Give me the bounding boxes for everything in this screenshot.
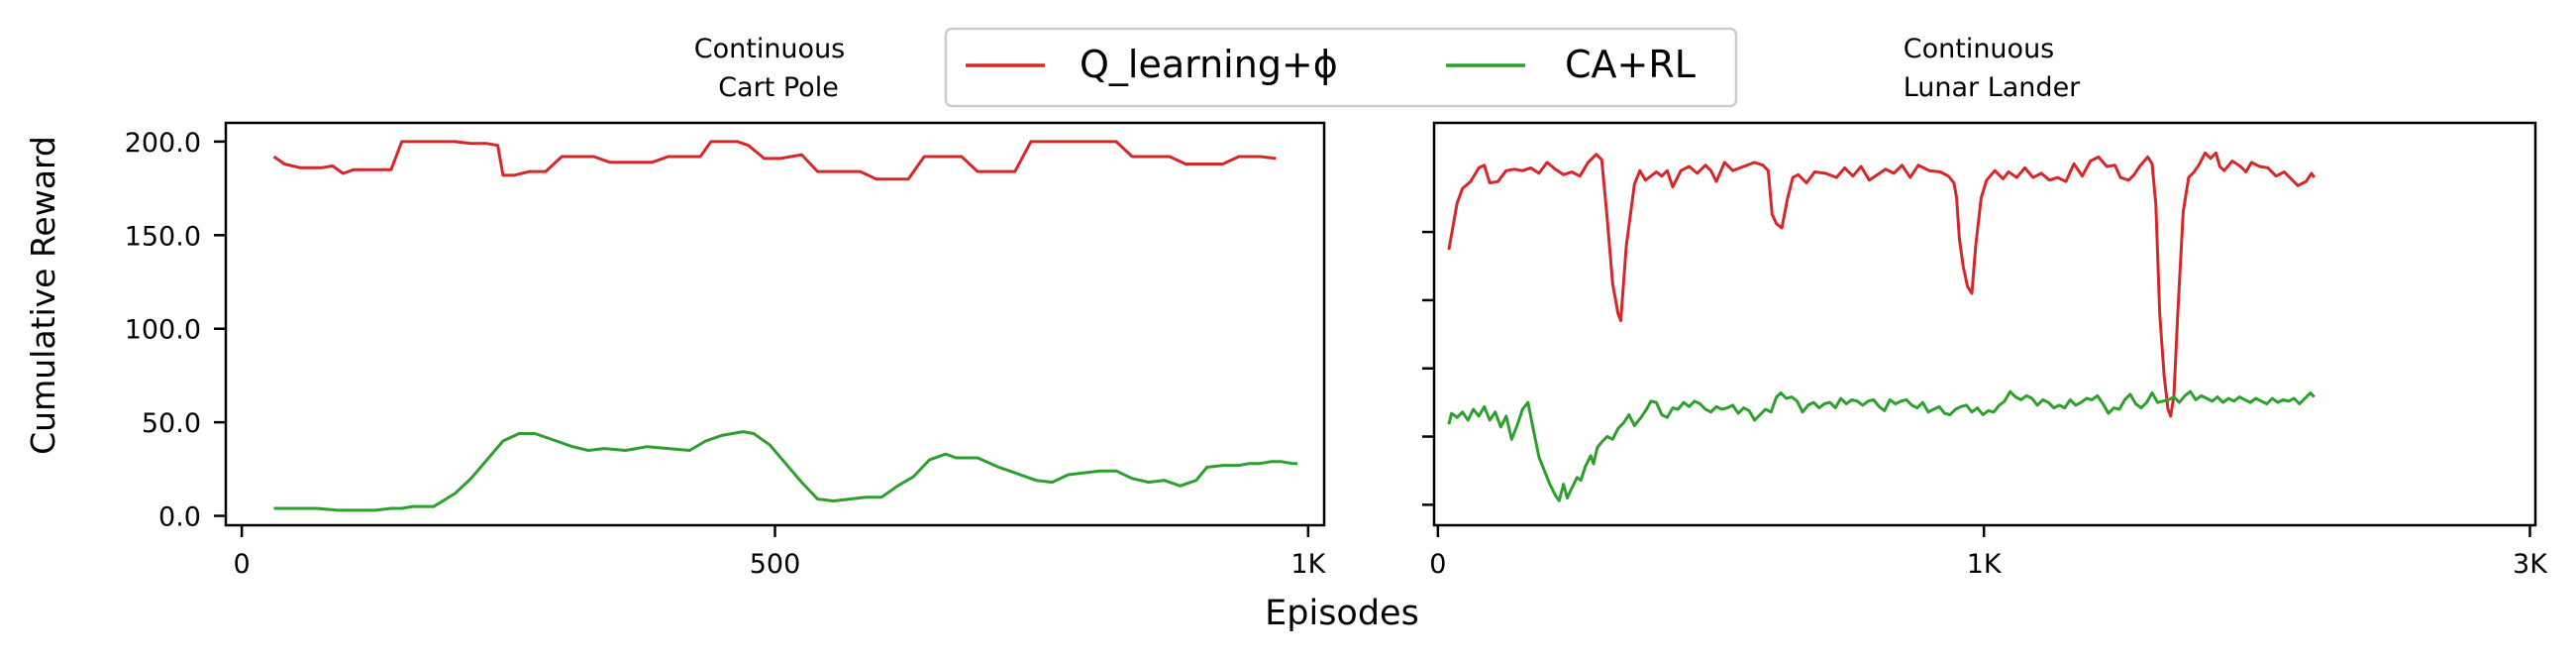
- x-tick-label: 3K: [2513, 549, 2548, 580]
- legend: Q_learning+ϕ CA+RL: [944, 27, 1738, 108]
- y-tick-label: 0.0: [158, 502, 201, 533]
- x-tick-label: 1K: [1290, 549, 1326, 580]
- legend-label-q-learning: Q_learning+ϕ: [1080, 43, 1338, 86]
- y-tick-label: 100.0: [125, 315, 201, 346]
- series-line-ca-rl: [273, 430, 1298, 512]
- panel-title-line-1: Continuous: [1904, 34, 2055, 64]
- y-tick-label: 150.0: [125, 221, 201, 252]
- y-tick-label: 200.0: [125, 128, 201, 159]
- panel-lunar-lander: Continuous Lunar Lander 0 1K 3K: [1422, 34, 2548, 580]
- legend-label-ca-rl: CA+RL: [1565, 43, 1696, 86]
- x-tick-label: 0: [1429, 549, 1446, 580]
- panel-title-line-1: Continuous: [694, 34, 846, 64]
- panel-title-line-2: Cart Pole: [718, 72, 839, 103]
- y-tick-label: 50.0: [142, 408, 201, 439]
- legend-frame: [944, 27, 1738, 108]
- series-line-ca-rl: [1447, 389, 2316, 502]
- series-line-q-learning: [1447, 151, 2316, 418]
- panel-title-line-2: Lunar Lander: [1904, 72, 2081, 103]
- y-axis-label: Cumulative Reward: [24, 136, 62, 455]
- panel-cart-pole: Continuous Cart Pole 0 500 1K 0.0 50.0 100.0 1…: [125, 34, 1327, 580]
- plot-frame: [224, 121, 1326, 527]
- series-line-q-learning: [272, 140, 1277, 181]
- x-tick-label: 500: [750, 549, 801, 580]
- x-tick-label: 0: [234, 549, 251, 580]
- x-axis-label: Episodes: [1265, 594, 1419, 633]
- x-tick-label: 1K: [1967, 549, 2003, 580]
